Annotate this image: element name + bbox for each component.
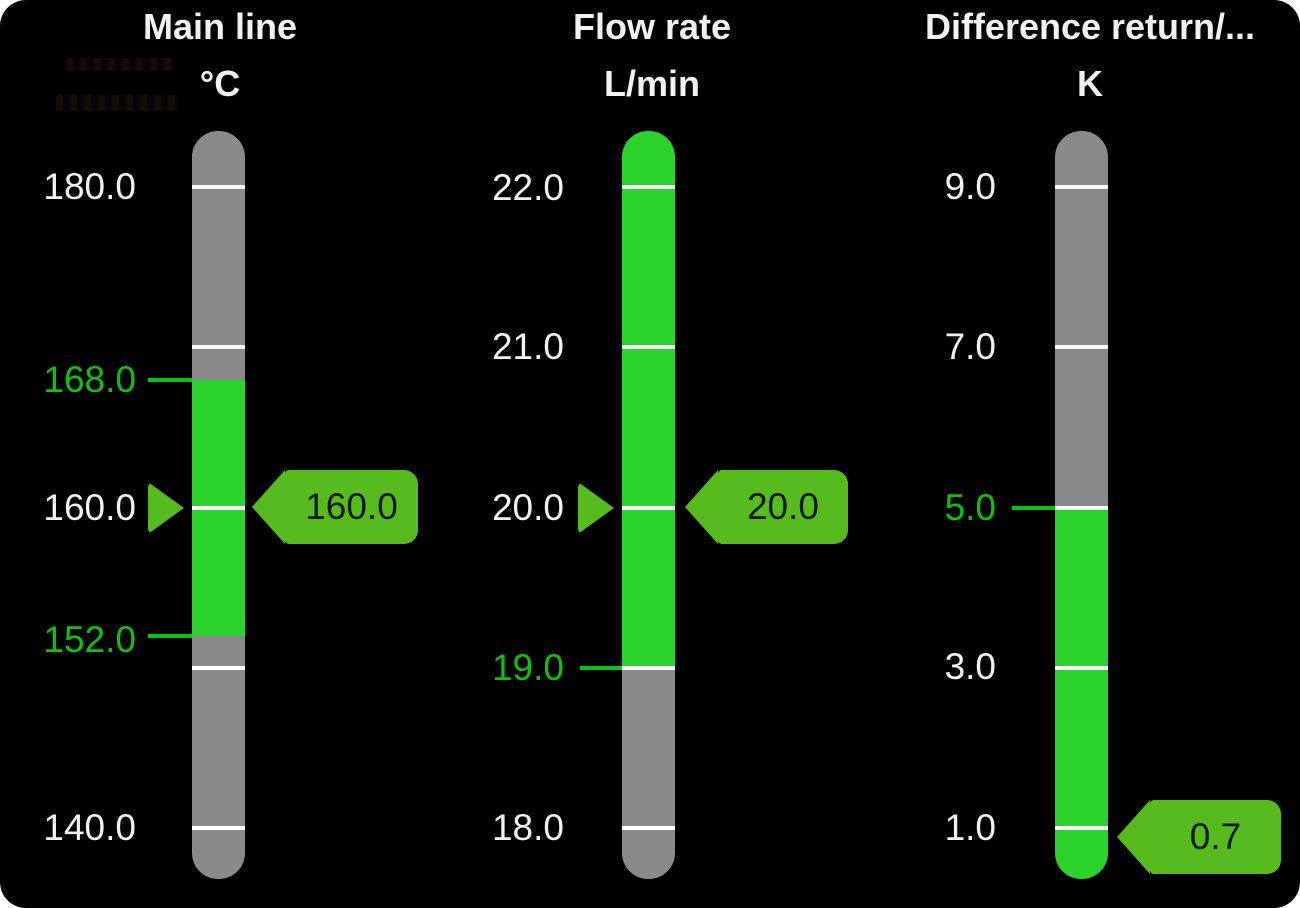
high-limit-label: 168.0 (43, 359, 136, 400)
tick-mark (1055, 666, 1108, 670)
bar-graph (192, 131, 245, 879)
low-limit-label: 19.0 (491, 647, 564, 688)
tag-arrow-left-icon (685, 470, 718, 544)
tick-mark (622, 826, 675, 830)
tick-mark (622, 185, 675, 189)
bar-graph (1055, 131, 1108, 879)
gauge-flow-rate: Flow rate L/min 22.0 21.0 20.0 19.0 18.0… (450, 0, 880, 908)
tag-arrow-left-icon (252, 470, 285, 544)
high-limit-line (148, 378, 192, 382)
scale-label: 7.0 (944, 326, 996, 367)
high-limit-label: 5.0 (944, 487, 996, 528)
tick-mark (192, 185, 245, 189)
tag-arrow-left-icon (1117, 800, 1150, 874)
value-tag-text: 160.0 (285, 470, 418, 544)
low-limit-line (580, 666, 622, 670)
tick-mark (1055, 506, 1108, 510)
value-tag-text: 20.0 (718, 470, 848, 544)
tick-mark (1055, 826, 1108, 830)
scale-label: 3.0 (944, 646, 996, 687)
setpoint-marker-icon (578, 482, 614, 534)
gauge-main-line: Main line °C 180.0 168.0 160.0 152.0 140… (0, 0, 450, 908)
tick-mark (622, 506, 675, 510)
gauge-unit: K (1077, 63, 1103, 104)
value-tag-text: 0.7 (1150, 800, 1281, 874)
scale-label: 180.0 (43, 166, 136, 207)
scale-label: 160.0 (43, 487, 136, 528)
tick-mark (622, 345, 675, 349)
tick-mark (192, 345, 245, 349)
gauge-title: Main line (142, 6, 298, 47)
setpoint-marker-icon (148, 482, 184, 534)
gauge-unit: °C (199, 63, 241, 104)
ghost-text-artifact (66, 58, 174, 71)
tick-mark (1055, 185, 1108, 189)
scale-label: 21.0 (491, 326, 564, 367)
gauge-unit: L/min (604, 63, 700, 104)
high-limit-line (1012, 506, 1055, 510)
low-limit-label: 152.0 (43, 619, 136, 660)
tick-mark (622, 666, 675, 670)
gauge-difference-return: Difference return/... K 9.0 7.0 5.0 3.0 … (880, 0, 1300, 908)
tick-mark (192, 506, 245, 510)
tick-mark (1055, 345, 1108, 349)
gauge-title: Difference return/... (924, 6, 1256, 47)
bar-graph (622, 131, 675, 879)
scale-label: 18.0 (491, 807, 564, 848)
scale-label: 1.0 (944, 807, 996, 848)
tick-mark (192, 666, 245, 670)
scale-label: 140.0 (43, 807, 136, 848)
scale-label: 20.0 (491, 487, 564, 528)
tick-mark (192, 826, 245, 830)
gauge-title: Flow rate (572, 6, 732, 47)
scale-label: 22.0 (491, 167, 564, 208)
scale-label: 9.0 (944, 166, 996, 207)
ghost-text-artifact (56, 95, 178, 111)
low-limit-line (148, 634, 192, 638)
